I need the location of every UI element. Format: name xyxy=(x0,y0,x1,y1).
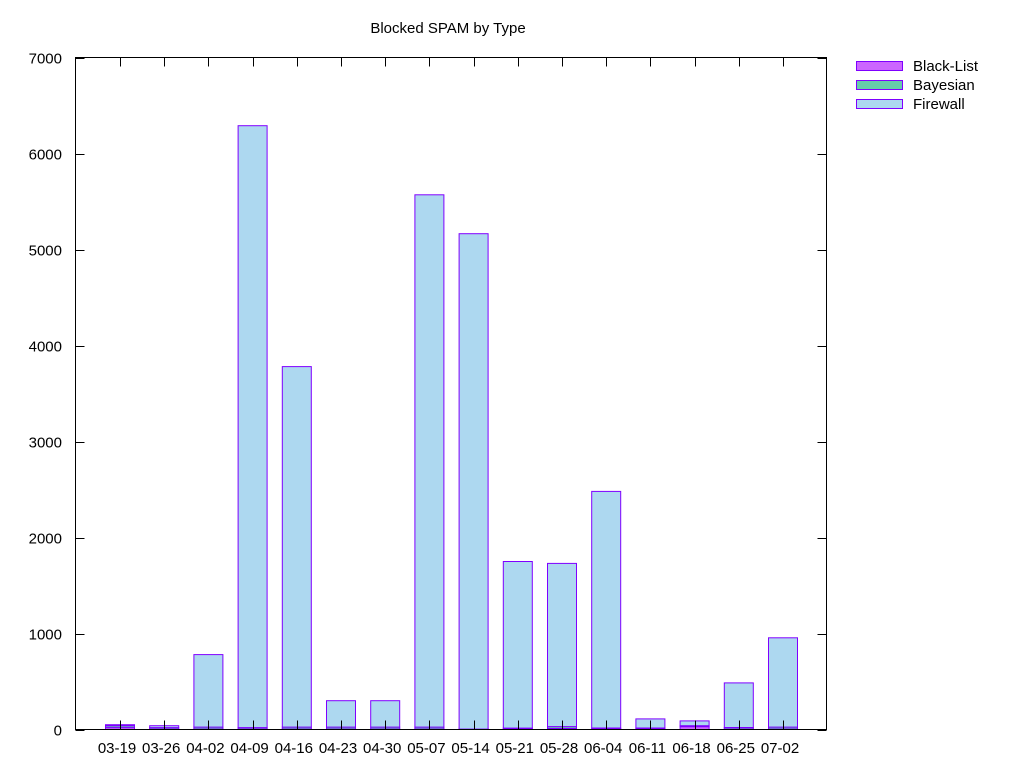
x-tick-label: 06-04 xyxy=(584,740,622,757)
bar-stack-05-28 xyxy=(547,562,577,730)
bar-firewall-07-02 xyxy=(768,637,798,728)
chart-title: Blocked SPAM by Type xyxy=(370,20,525,37)
bar-firewall-06-18 xyxy=(679,720,710,727)
bar-firewall-06-25 xyxy=(723,682,754,729)
x-tick-label: 06-18 xyxy=(672,740,710,757)
y-tick-label: 2000 xyxy=(29,531,62,548)
bar-firewall-05-28 xyxy=(547,562,577,728)
bar-stack-06-04 xyxy=(591,490,622,731)
bar-stack-06-25 xyxy=(723,682,754,731)
bar-stack-04-02 xyxy=(193,654,224,731)
bar-firewall-04-02 xyxy=(193,654,224,728)
bar-stack-06-18 xyxy=(679,720,710,730)
legend-swatch-black-list xyxy=(856,61,903,71)
bar-stack-04-09 xyxy=(237,125,268,731)
legend: Black-List Bayesian Firewall xyxy=(856,58,979,113)
x-tick-label: 03-19 xyxy=(98,740,136,757)
x-axis: 03-19 03-26 04-02 04-09 04-16 04-23 04-30 05-07… xyxy=(98,57,799,757)
y-tick-label: 1000 xyxy=(29,627,62,644)
bar-firewall-04-09 xyxy=(237,125,268,729)
x-tick-label: 05-07 xyxy=(407,740,445,757)
x-tick-label: 05-28 xyxy=(540,740,578,757)
bar-firewall-05-21 xyxy=(502,561,533,729)
bar-firewall-05-14 xyxy=(458,233,489,730)
legend-label: Firewall xyxy=(913,96,965,113)
bar-firewall-04-16 xyxy=(281,366,312,728)
x-tick-label: 04-30 xyxy=(363,740,401,757)
x-tick-label: 06-25 xyxy=(717,740,755,757)
bars-layer xyxy=(105,125,798,731)
bar-stack-05-14 xyxy=(458,233,489,731)
bar-stack-07-02 xyxy=(768,637,798,731)
y-tick-label: 3000 xyxy=(29,435,62,452)
x-tick-label: 06-11 xyxy=(629,740,666,757)
x-tick-label: 04-02 xyxy=(186,740,224,757)
legend-swatch-firewall xyxy=(856,99,903,109)
bar-firewall-05-07 xyxy=(414,194,445,728)
legend-label: Black-List xyxy=(913,58,979,75)
y-tick-label: 5000 xyxy=(29,243,62,260)
bar-stack-05-07 xyxy=(414,194,445,731)
x-tick-label: 03-26 xyxy=(142,740,180,757)
legend-swatch-bayesian xyxy=(856,80,903,90)
y-tick-label: 6000 xyxy=(29,147,62,164)
legend-label: Bayesian xyxy=(913,77,975,94)
y-tick-label: 0 xyxy=(54,723,62,740)
plot-frame xyxy=(75,57,827,730)
x-tick-label: 05-14 xyxy=(451,740,489,757)
x-tick-label: 07-02 xyxy=(761,740,799,757)
x-tick-label: 04-16 xyxy=(275,740,313,757)
y-axis: 0 1000 2000 3000 4000 5000 6000 7000 xyxy=(29,51,827,740)
x-tick-label: 04-09 xyxy=(230,740,268,757)
bar-stack-04-16 xyxy=(281,366,312,731)
x-tick-label: 04-23 xyxy=(319,740,357,757)
y-tick-label: 7000 xyxy=(29,51,62,68)
bar-stack-05-21 xyxy=(502,561,533,731)
bar-firewall-06-04 xyxy=(591,490,622,729)
y-tick-label: 4000 xyxy=(29,339,62,356)
x-tick-label: 05-21 xyxy=(496,740,534,757)
